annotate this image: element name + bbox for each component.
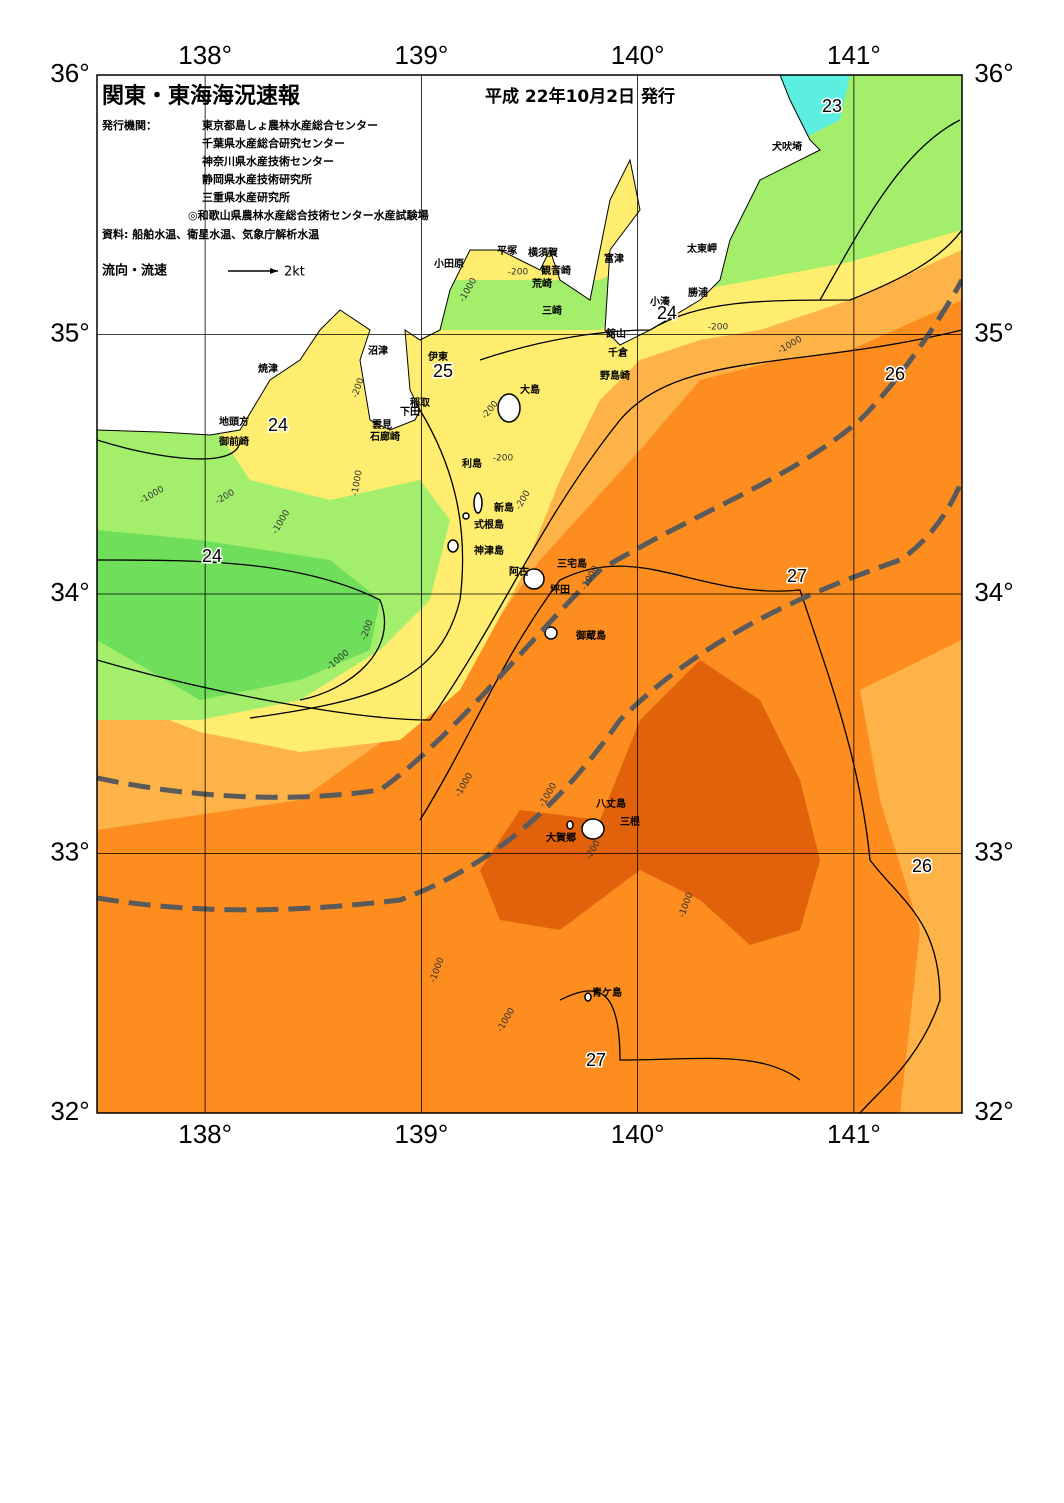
- isotherm-label: 26: [885, 364, 905, 384]
- issuer: 静岡県水産技術研究所: [202, 172, 312, 186]
- isotherm-label: 24: [202, 546, 222, 566]
- lat-tick-label: 34°: [50, 577, 89, 607]
- issuer: 千葉県水産総合研究センター: [202, 136, 345, 150]
- islands: [447, 393, 605, 1002]
- place-name: 観音崎: [541, 264, 571, 277]
- legend-label: 流向・流速: [102, 263, 167, 279]
- isotherm-label: 27: [787, 566, 807, 586]
- place-name: 雲見: [372, 419, 392, 431]
- depth-label: -200: [508, 268, 529, 278]
- place-name: 横須賀: [528, 246, 558, 259]
- place-name: 焼津: [258, 362, 278, 375]
- issuer: 神奈川県水産技術センター: [202, 154, 334, 168]
- sea-warm-core: [480, 660, 820, 945]
- isotherm-label: 26: [912, 856, 932, 876]
- place-name: 新島: [494, 501, 514, 514]
- legend-arrowhead: [270, 268, 278, 274]
- isotherm-label: 24: [657, 303, 677, 323]
- place-name: 館山: [605, 327, 626, 340]
- depth-label: -200: [708, 323, 729, 333]
- lat-tick-label: 34°: [974, 577, 1013, 607]
- isotherm-label: 25: [433, 361, 453, 381]
- isotherm-label: 24: [268, 415, 288, 435]
- lat-tick-label: 33°: [974, 836, 1013, 866]
- lat-tick-label: 32°: [50, 1096, 89, 1126]
- place-name: 富津: [604, 252, 624, 265]
- sea-light-green: [440, 75, 962, 330]
- place-name: 青ケ島: [592, 986, 622, 999]
- sea-temperature: [97, 75, 962, 1113]
- place-name: 三崎: [542, 304, 562, 317]
- lat-tick-label: 32°: [974, 1096, 1013, 1126]
- lon-tick-label: 139°: [394, 40, 448, 70]
- source: 資料: 船舶水温、衛星水温、気象庁解析水温: [102, 227, 319, 241]
- legend-scale: 2kt: [284, 265, 305, 280]
- title: 関東・東海海況速報: [102, 83, 301, 109]
- isotherm-label: 23: [822, 96, 842, 116]
- place-name: 利島: [462, 457, 482, 470]
- place-name: 稲取: [410, 396, 431, 409]
- lon-tick-label: 141°: [827, 1119, 881, 1149]
- lat-tick-label: 35°: [50, 317, 89, 347]
- place-name: 石廊崎: [369, 430, 400, 443]
- place-name: 小湊: [649, 295, 671, 308]
- lat-tick-label: 36°: [974, 58, 1013, 88]
- place-name: 阿古: [509, 565, 529, 578]
- place-name: 坪田: [550, 583, 570, 596]
- place-name: 御前崎: [218, 435, 249, 448]
- place-name: 野島崎: [600, 369, 630, 382]
- place-name: 平塚: [497, 244, 517, 257]
- map-frame: [96, 74, 963, 1114]
- place-name: 三根: [620, 815, 640, 828]
- lat-tick-label: 36°: [50, 58, 89, 88]
- lon-tick-label: 140°: [611, 1119, 665, 1149]
- lat-tick-label: 35°: [974, 317, 1013, 347]
- labels: 関東・東海海況速報 平成 22年10月2日 発行 発行機関： 資料: 船舶水温、…: [50, 40, 1013, 1149]
- place-name: 沼津: [368, 344, 388, 357]
- place-name: 大賀郷: [546, 831, 576, 844]
- place-name: 神津島: [474, 544, 504, 557]
- place-name: 犬吠埼: [772, 140, 802, 153]
- place-name: 式根島: [474, 518, 504, 531]
- isotherm-label: 27: [586, 1050, 606, 1070]
- issue-date: 平成 22年10月2日 発行: [485, 86, 675, 107]
- place-name: 太東岬: [686, 242, 717, 255]
- place-name: 千倉: [608, 346, 629, 359]
- place-name: 勝浦: [688, 286, 708, 299]
- current-axis: [97, 278, 962, 913]
- place-name: 御蔵島: [575, 629, 606, 642]
- lon-tick-label: 138°: [178, 40, 232, 70]
- place-name: 伊東: [427, 350, 448, 363]
- land: [97, 75, 821, 436]
- place-name: 下田: [400, 406, 420, 418]
- place-name: 八丈島: [595, 797, 626, 810]
- lon-tick-label: 141°: [827, 40, 881, 70]
- sea-green: [97, 530, 380, 700]
- lat-tick-label: 33°: [50, 836, 89, 866]
- place-name: 地頭方: [219, 415, 249, 428]
- depth-label: -200: [493, 454, 514, 464]
- lon-tick-label: 140°: [611, 40, 665, 70]
- issuer: 三重県水産研究所: [202, 190, 290, 204]
- place-name: 荒崎: [531, 277, 552, 290]
- issuer: 東京都島しょ農林水産総合センター: [202, 118, 378, 132]
- issuer: ◎和歌山県農林水産総合技術センター水産試験場: [188, 208, 429, 222]
- depth-label: -1000: [350, 469, 364, 497]
- place-name: 大島: [520, 383, 540, 396]
- lon-tick-label: 139°: [394, 1119, 448, 1149]
- place-name: 小田原: [433, 257, 464, 270]
- isotherms: [97, 119, 962, 1113]
- place-name: 三宅島: [557, 557, 587, 570]
- lon-tick-label: 138°: [178, 1119, 232, 1149]
- issuers-label: 発行機関：: [101, 118, 157, 132]
